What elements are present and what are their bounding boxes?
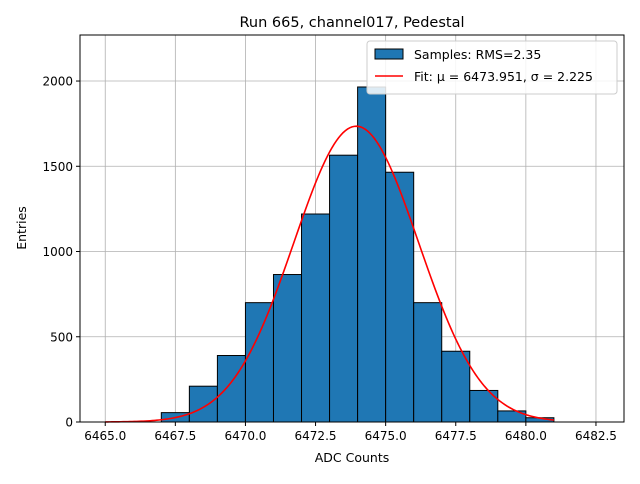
- legend-fit-label: Fit: μ = 6473.951, σ = 2.225: [414, 69, 593, 84]
- fit-curve: [105, 125, 554, 423]
- histogram-bar: [244, 302, 274, 423]
- legend-samples-label: Samples: RMS=2.35: [414, 47, 541, 62]
- histogram-bar: [357, 86, 387, 423]
- legend: Samples: RMS=2.35 Fit: μ = 6473.951, σ =…: [366, 40, 618, 95]
- x-tick-label: 6465.0: [84, 429, 126, 443]
- y-tick-label: 2000: [42, 75, 73, 89]
- histogram-bar: [329, 154, 359, 423]
- x-axis-label: ADC Counts: [315, 450, 390, 465]
- y-tick-label: 0: [65, 416, 73, 430]
- histogram-bar: [272, 274, 303, 423]
- y-axis-label: Entries: [14, 206, 29, 250]
- x-tick-label: 6480.0: [505, 429, 547, 443]
- x-tick-label: 6482.5: [575, 429, 617, 443]
- x-tick-label: 6467.5: [154, 429, 196, 443]
- histogram-bar: [441, 350, 471, 423]
- y-tick-label: 1500: [42, 160, 73, 174]
- y-axis-ticks: 0 500 1000 1500 2000: [42, 75, 80, 430]
- x-tick-label: 6475.0: [365, 429, 407, 443]
- legend-box: [366, 40, 618, 95]
- fit-curve-layer: [105, 125, 554, 423]
- histogram-bar: [188, 385, 218, 423]
- x-axis-ticks: 6465.0 6467.5 6470.0 6472.5 6475.0 6477.5 6480…: [84, 422, 617, 443]
- histogram-bar: [413, 302, 443, 423]
- histogram-bar: [385, 171, 415, 423]
- histogram-bar: [301, 213, 331, 423]
- y-tick-label: 500: [50, 330, 73, 344]
- chart-title: Run 665, channel017, Pedestal: [239, 15, 464, 31]
- histogram-bar: [216, 355, 246, 423]
- x-tick-label: 6477.5: [435, 429, 477, 443]
- axes-frame: [79, 34, 625, 423]
- y-tick-label: 1000: [42, 245, 73, 259]
- x-tick-label: 6472.5: [295, 429, 337, 443]
- histogram-bars: [160, 86, 555, 423]
- x-tick-label: 6470.0: [224, 429, 266, 443]
- legend-samples-swatch: [374, 48, 404, 60]
